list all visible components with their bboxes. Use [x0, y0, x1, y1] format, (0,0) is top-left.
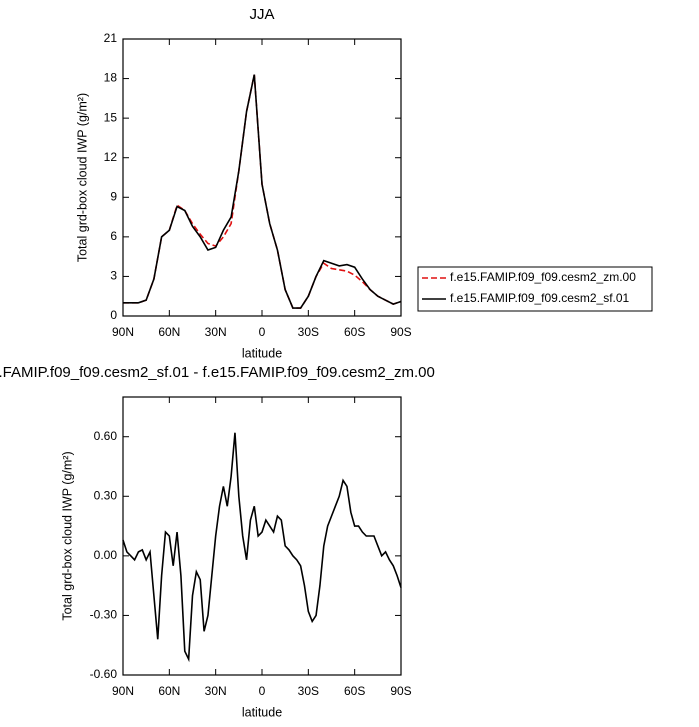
y-tick-label: -0.30: [90, 608, 118, 622]
x-tick-label: 60S: [344, 325, 365, 339]
y-tick-label: 0: [110, 308, 117, 322]
x-tick-label: 60N: [158, 684, 180, 698]
legend-label: f.e15.FAMIP.f09_f09.cesm2_sf.01: [450, 291, 630, 305]
y-tick-label: 6: [110, 229, 117, 243]
x-tick-label: 90N: [112, 325, 134, 339]
y-tick-label: 9: [110, 189, 117, 203]
legend-box: [417, 266, 653, 312]
y-axis-label: Total grd-box cloud IWP (g/m²): [60, 451, 74, 620]
chart-title: f.e15.FAMIP.f09_f09.cesm2_sf.01 - f.e15.…: [0, 364, 435, 381]
data-line: [122, 432, 402, 663]
y-tick-label: -0.60: [90, 667, 118, 681]
x-tick-label: 0: [259, 325, 266, 339]
y-tick-label: 18: [104, 71, 118, 85]
x-tick-label: 60N: [158, 325, 180, 339]
legend-label: f.e15.FAMIP.f09_f09.cesm2_zm.00: [450, 270, 636, 284]
x-tick-label: 90S: [390, 325, 411, 339]
x-axis-label: latitude: [242, 346, 282, 360]
x-tick-label: 60S: [344, 684, 365, 698]
plot-frame: [122, 38, 402, 317]
x-tick-label: 30N: [205, 325, 227, 339]
x-tick-label: 90S: [390, 684, 411, 698]
y-tick-label: 21: [104, 31, 118, 45]
data-line: [123, 74, 402, 309]
y-tick-label: 0.30: [94, 488, 118, 502]
chart-title: JJA: [249, 6, 274, 23]
x-tick-label: 30N: [205, 684, 227, 698]
x-tick-label: 30S: [298, 325, 319, 339]
y-tick-label: 0.60: [94, 429, 118, 443]
x-tick-label: 30S: [298, 684, 319, 698]
x-axis-label: latitude: [242, 705, 282, 719]
y-axis-label: Total grd-box cloud IWP (g/m²): [75, 93, 89, 262]
y-tick-label: 3: [110, 269, 117, 283]
x-tick-label: 90N: [112, 684, 134, 698]
y-tick-label: 12: [104, 150, 118, 164]
y-tick-label: 15: [104, 110, 118, 124]
y-tick-label: 0.00: [94, 548, 118, 562]
x-tick-label: 0: [259, 684, 266, 698]
plot-frame: [122, 396, 402, 676]
